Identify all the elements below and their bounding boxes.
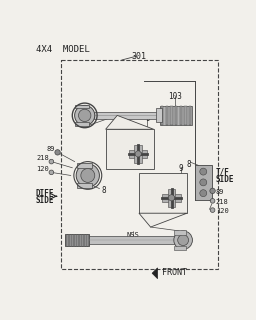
Text: 120: 120: [216, 208, 228, 214]
Text: NSS: NSS: [119, 127, 131, 133]
Text: 218: 218: [36, 156, 49, 161]
Bar: [162, 194, 170, 202]
Bar: [180, 106, 182, 124]
Bar: [140, 150, 147, 158]
Bar: [139, 173, 187, 213]
Text: 301: 301: [131, 52, 146, 61]
Bar: [77, 183, 92, 188]
Text: FRONT: FRONT: [162, 268, 187, 277]
Bar: [166, 106, 168, 124]
Bar: [189, 106, 191, 124]
Circle shape: [49, 159, 54, 164]
Circle shape: [210, 198, 215, 203]
Bar: [134, 145, 142, 152]
Circle shape: [75, 105, 95, 125]
Text: NSS: NSS: [110, 133, 122, 139]
Polygon shape: [139, 213, 187, 227]
Circle shape: [49, 170, 54, 175]
Bar: [170, 106, 173, 124]
Text: NSS: NSS: [143, 177, 156, 183]
Circle shape: [210, 188, 215, 194]
Bar: [175, 106, 177, 124]
Circle shape: [168, 195, 175, 201]
Text: 4X4  MODEL: 4X4 MODEL: [36, 44, 90, 53]
Circle shape: [79, 109, 91, 122]
Polygon shape: [152, 268, 157, 279]
Text: 8: 8: [102, 186, 106, 195]
Bar: [61, 60, 218, 269]
Text: DIFF: DIFF: [36, 188, 54, 197]
Bar: [129, 150, 137, 158]
Circle shape: [200, 168, 207, 175]
Text: 9: 9: [145, 114, 150, 123]
Bar: [168, 188, 175, 196]
Text: 218: 218: [216, 198, 228, 204]
Circle shape: [81, 169, 95, 182]
Text: T/F: T/F: [216, 168, 230, 177]
Circle shape: [210, 208, 215, 212]
Bar: [168, 199, 175, 207]
Bar: [77, 163, 92, 168]
Bar: [94, 112, 160, 119]
Text: SIDE: SIDE: [216, 175, 234, 184]
Bar: [75, 122, 89, 126]
Circle shape: [55, 150, 60, 155]
Text: 9: 9: [178, 164, 183, 173]
Circle shape: [200, 190, 207, 196]
Bar: [174, 245, 186, 250]
Text: 89: 89: [216, 188, 224, 195]
Bar: [89, 236, 176, 244]
Polygon shape: [106, 116, 154, 129]
Bar: [106, 129, 154, 169]
Circle shape: [178, 235, 189, 245]
Text: 103: 103: [168, 92, 182, 101]
Bar: [174, 230, 186, 235]
Text: 8: 8: [186, 160, 191, 169]
Bar: [134, 156, 142, 163]
Circle shape: [76, 164, 99, 187]
Circle shape: [135, 151, 141, 157]
Text: 89: 89: [47, 146, 55, 152]
Bar: [184, 106, 187, 124]
Bar: [65, 234, 89, 246]
Bar: [75, 105, 89, 108]
Text: SIDE: SIDE: [36, 196, 54, 205]
Bar: [173, 194, 181, 202]
Text: 120: 120: [36, 166, 49, 172]
Circle shape: [174, 231, 193, 249]
Bar: [161, 106, 163, 124]
Bar: [156, 108, 162, 122]
Text: NSS: NSS: [126, 232, 139, 238]
Bar: [160, 106, 193, 124]
Bar: [195, 165, 212, 200]
Circle shape: [200, 179, 207, 186]
